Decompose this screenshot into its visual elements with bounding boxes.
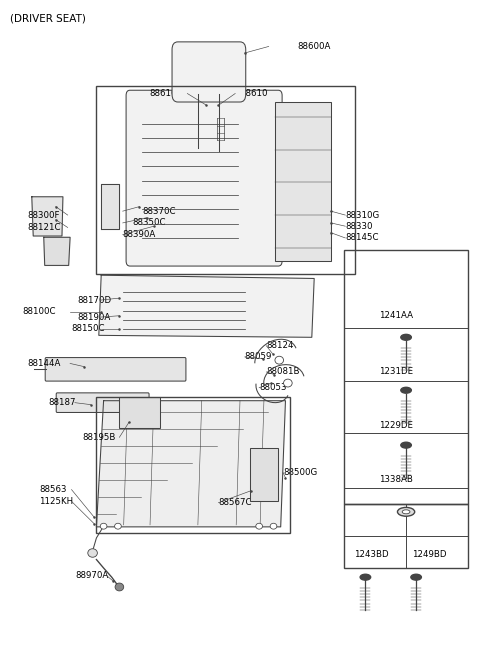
Text: 1243BD: 1243BD — [354, 550, 388, 559]
Bar — [344, 250, 468, 504]
Text: 88187: 88187 — [48, 398, 76, 407]
Ellipse shape — [284, 379, 292, 387]
FancyBboxPatch shape — [172, 42, 246, 102]
Text: 88124: 88124 — [266, 341, 294, 350]
Ellipse shape — [256, 523, 263, 529]
FancyBboxPatch shape — [56, 393, 149, 413]
Text: 88059: 88059 — [245, 352, 272, 362]
Text: 88300F: 88300F — [27, 210, 60, 219]
FancyBboxPatch shape — [126, 90, 282, 266]
Text: 88970A: 88970A — [75, 571, 108, 580]
Text: 88567C: 88567C — [218, 498, 252, 507]
Text: 88100C: 88100C — [22, 307, 56, 316]
Text: 88610C: 88610C — [149, 89, 182, 98]
Bar — [275, 102, 331, 261]
Text: 88190A: 88190A — [77, 312, 110, 322]
Ellipse shape — [100, 523, 107, 529]
Bar — [96, 398, 290, 533]
Ellipse shape — [402, 510, 410, 514]
Text: 88121C: 88121C — [27, 223, 60, 232]
Bar — [120, 397, 160, 428]
Ellipse shape — [88, 549, 97, 557]
Polygon shape — [99, 275, 314, 337]
Ellipse shape — [401, 387, 411, 393]
Text: 88330: 88330 — [345, 221, 373, 231]
Text: 88563: 88563 — [39, 485, 67, 494]
Text: 1249BD: 1249BD — [412, 550, 447, 559]
Text: 88350C: 88350C — [132, 218, 166, 227]
Polygon shape — [32, 196, 63, 236]
Ellipse shape — [270, 523, 277, 529]
Ellipse shape — [275, 356, 284, 364]
Text: 1229DE: 1229DE — [379, 421, 413, 430]
Bar — [344, 504, 468, 568]
Text: 88145C: 88145C — [345, 233, 379, 242]
Text: 1231DE: 1231DE — [379, 367, 413, 377]
Text: 88600A: 88600A — [298, 42, 331, 51]
Text: 88500G: 88500G — [283, 468, 317, 477]
Text: 88390A: 88390A — [123, 230, 156, 239]
Text: 88170D: 88170D — [77, 295, 111, 305]
Bar — [96, 86, 355, 274]
Ellipse shape — [115, 583, 124, 591]
Ellipse shape — [401, 334, 411, 340]
Ellipse shape — [401, 442, 411, 448]
Text: 88081B: 88081B — [266, 367, 300, 377]
Ellipse shape — [360, 574, 371, 580]
Ellipse shape — [397, 508, 415, 516]
Text: 1338AB: 1338AB — [379, 475, 413, 483]
Ellipse shape — [411, 574, 421, 580]
Ellipse shape — [115, 523, 121, 529]
Bar — [250, 449, 278, 500]
Text: 88195B: 88195B — [82, 433, 115, 442]
Text: 88144A: 88144A — [27, 359, 60, 368]
Polygon shape — [44, 237, 70, 265]
Text: (DRIVER SEAT): (DRIVER SEAT) — [10, 14, 86, 24]
Text: 1125KH: 1125KH — [39, 497, 73, 506]
Text: 88370C: 88370C — [142, 207, 175, 215]
Text: 1241AA: 1241AA — [379, 311, 413, 320]
Polygon shape — [96, 401, 286, 527]
Text: 88310G: 88310G — [345, 210, 380, 219]
Text: 88150C: 88150C — [72, 324, 105, 333]
FancyBboxPatch shape — [45, 358, 186, 381]
Polygon shape — [101, 183, 120, 229]
Text: 88610: 88610 — [240, 89, 267, 98]
Text: 88053: 88053 — [259, 383, 287, 392]
